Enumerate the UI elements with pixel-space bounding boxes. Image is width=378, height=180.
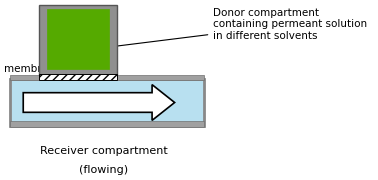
Bar [39, 5, 117, 75]
Text: (flowing): (flowing) [79, 165, 128, 175]
Text: membrane: membrane [4, 64, 61, 79]
Bar [10, 75, 204, 80]
Text: Donor compartment
containing permeant solution
in different solvents: Donor compartment containing permeant so… [84, 8, 367, 52]
Bar [10, 121, 204, 127]
Text: Receiver compartment: Receiver compartment [40, 146, 167, 156]
Bar [10, 79, 204, 126]
Polygon shape [23, 85, 175, 120]
Bar [47, 9, 108, 69]
Bar [39, 75, 117, 80]
